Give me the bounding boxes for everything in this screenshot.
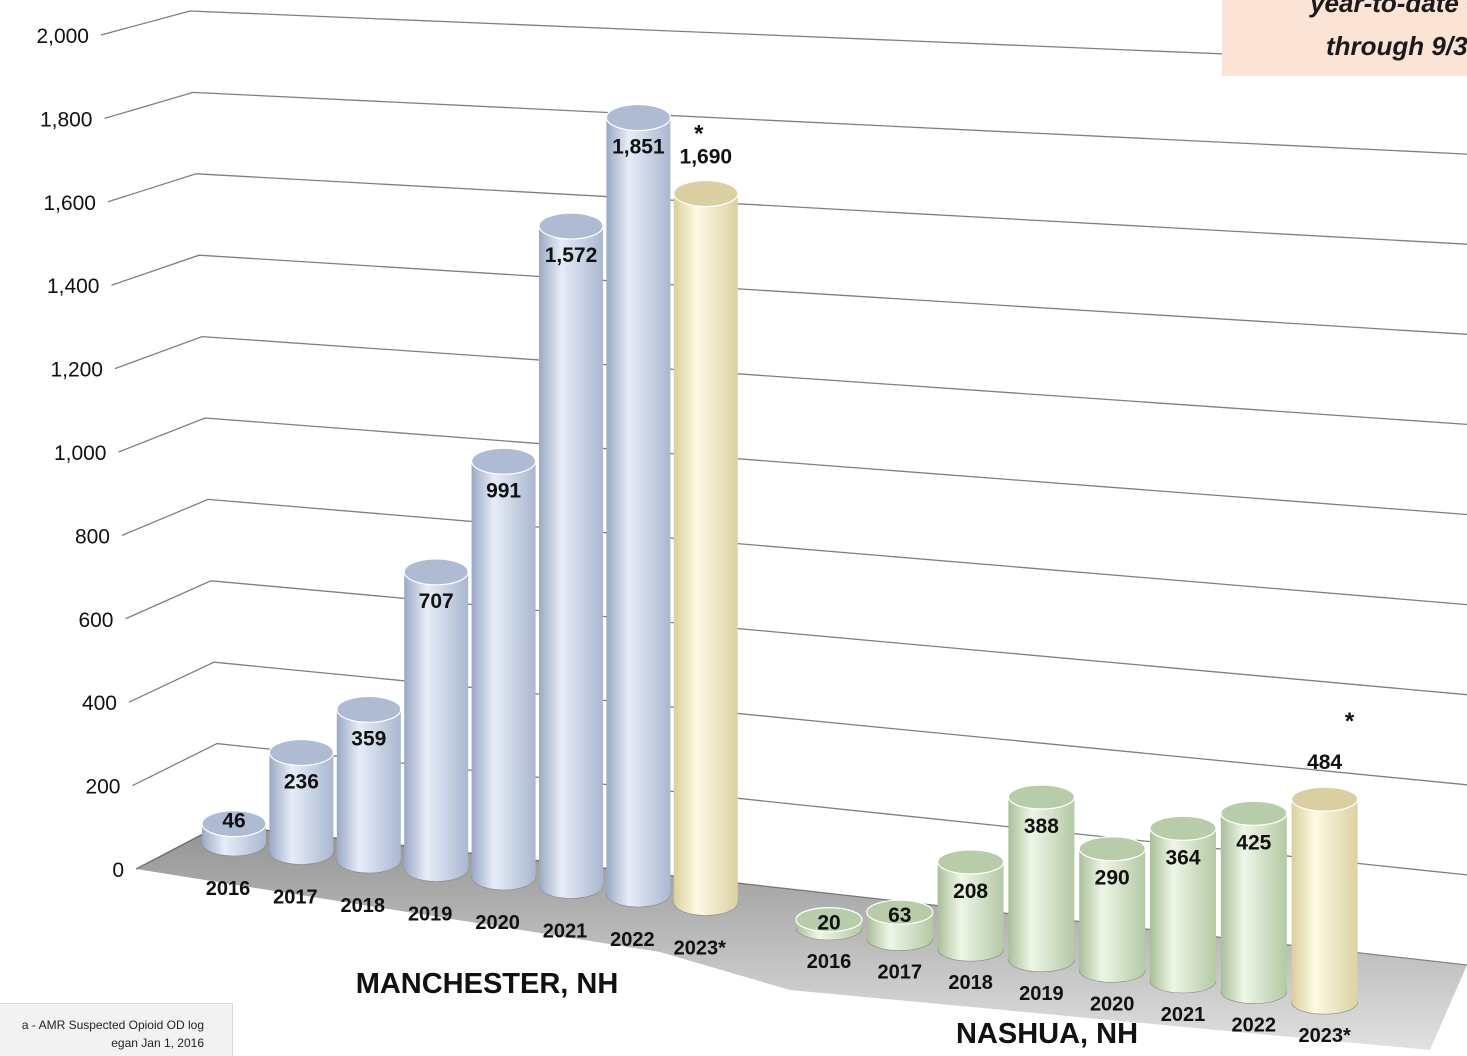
- bar-value-label: 236: [284, 770, 319, 793]
- category-label: 2017: [273, 887, 318, 909]
- bar-top: [1008, 785, 1074, 809]
- y-tick-label: 1,000: [54, 442, 107, 465]
- category-label: 2018: [948, 972, 993, 994]
- bar-top: [404, 559, 468, 585]
- bar-value-label: 359: [351, 727, 386, 750]
- bar: [1008, 785, 1074, 972]
- group-label: NASHUA, NH: [956, 1018, 1138, 1050]
- bar-value-label: 63: [888, 904, 911, 927]
- category-label: 2022: [610, 929, 655, 951]
- bar-value-label: 484: [1307, 751, 1342, 774]
- bar-top: [1079, 837, 1145, 861]
- bar-value-label: 1,851: [612, 136, 665, 159]
- bar-value-label: 991: [486, 479, 521, 502]
- bar-value-label: 707: [419, 590, 454, 613]
- gridline: [112, 255, 1467, 334]
- y-tick-label: 1,400: [47, 275, 100, 298]
- bar-value-label: 290: [1095, 867, 1130, 890]
- category-label: 2022: [1232, 1015, 1277, 1037]
- bar-body: [539, 226, 603, 885]
- bar-top: [337, 696, 401, 722]
- asterisk-mark: *: [694, 121, 704, 148]
- bar-top: [1292, 787, 1358, 811]
- bar-top: [606, 105, 670, 131]
- category-label: 2021: [543, 921, 588, 943]
- category-label: 2023*: [674, 938, 726, 960]
- y-tick-label: 200: [85, 776, 120, 799]
- y-tick-label: 2,000: [36, 25, 89, 48]
- y-tick-label: 600: [78, 609, 113, 632]
- bar-body: [1292, 799, 1358, 1002]
- y-tick-label: 0: [112, 859, 124, 882]
- y-axis-ticks: 0 200 400 600 800 1,000 1,200 1,400 1,600 1,800 2,…: [36, 25, 124, 882]
- bar: [606, 105, 670, 907]
- bar-value-label: 208: [953, 880, 988, 903]
- source-line-1: a - AMR Suspected Opioid OD log: [22, 1018, 204, 1032]
- gridline: [122, 499, 1467, 604]
- bar-top: [938, 850, 1004, 874]
- y-tick-label: 400: [82, 692, 117, 715]
- bar: [1150, 816, 1216, 993]
- bar: [674, 181, 738, 916]
- bar-body: [606, 118, 670, 894]
- bar-top: [1221, 801, 1287, 825]
- group-label: MANCHESTER, NH: [356, 968, 619, 1000]
- bar-value-label: 46: [222, 810, 245, 833]
- category-label: 2018: [341, 895, 386, 917]
- source-line-2: egan Jan 1, 2016: [111, 1036, 204, 1050]
- gridline: [105, 92, 1467, 154]
- bar-body: [674, 194, 738, 903]
- bar-value-label: 364: [1165, 846, 1200, 869]
- bar-top: [472, 448, 536, 474]
- bar-value-label: 20: [817, 912, 840, 935]
- bar-top: [1150, 816, 1216, 840]
- bar: [539, 213, 603, 898]
- category-label: 2019: [1019, 983, 1064, 1005]
- note-box: year-to-date d through 9/30: [1222, 0, 1467, 76]
- bar-top: [674, 181, 738, 207]
- asterisk-mark: *: [1345, 708, 1355, 735]
- bar-value-label: 425: [1236, 831, 1271, 854]
- bar-value-label: 388: [1024, 815, 1059, 838]
- y-tick-label: 1,800: [40, 108, 93, 131]
- category-label: 2020: [475, 912, 520, 934]
- bar: [1079, 837, 1145, 983]
- bar: [337, 696, 401, 873]
- y-tick-label: 1,600: [43, 192, 96, 215]
- bar-top: [539, 213, 603, 239]
- bar-top: [269, 739, 333, 765]
- source-note: a - AMR Suspected Opioid OD log egan Jan…: [0, 1003, 233, 1056]
- bar-body: [269, 752, 333, 851]
- gridline: [108, 174, 1467, 244]
- y-tick-label: 1,200: [50, 359, 103, 382]
- category-label: 2019: [408, 904, 453, 926]
- category-label: 2016: [206, 878, 251, 900]
- gridline: [119, 418, 1467, 515]
- category-label: 2023*: [1298, 1025, 1350, 1047]
- bar: [269, 739, 333, 864]
- note-line-2: through 9/30: [1326, 31, 1467, 62]
- category-label: 2021: [1161, 1004, 1206, 1026]
- category-label: 2020: [1090, 993, 1135, 1015]
- gridline: [126, 581, 1467, 695]
- bar-body: [472, 461, 536, 877]
- bar: [1292, 787, 1358, 1014]
- bar: [938, 850, 1004, 961]
- bar-value-label: 1,572: [545, 244, 598, 267]
- y-tick-label: 800: [75, 525, 110, 548]
- note-line-1: year-to-date d: [1310, 0, 1467, 19]
- bar: [472, 448, 536, 890]
- category-label: 2016: [807, 951, 852, 973]
- bar-body: [938, 862, 1004, 949]
- bar-body: [404, 572, 468, 869]
- bar-value-label: 1,690: [680, 146, 733, 169]
- category-label: 2017: [878, 962, 923, 984]
- gridline: [115, 337, 1467, 425]
